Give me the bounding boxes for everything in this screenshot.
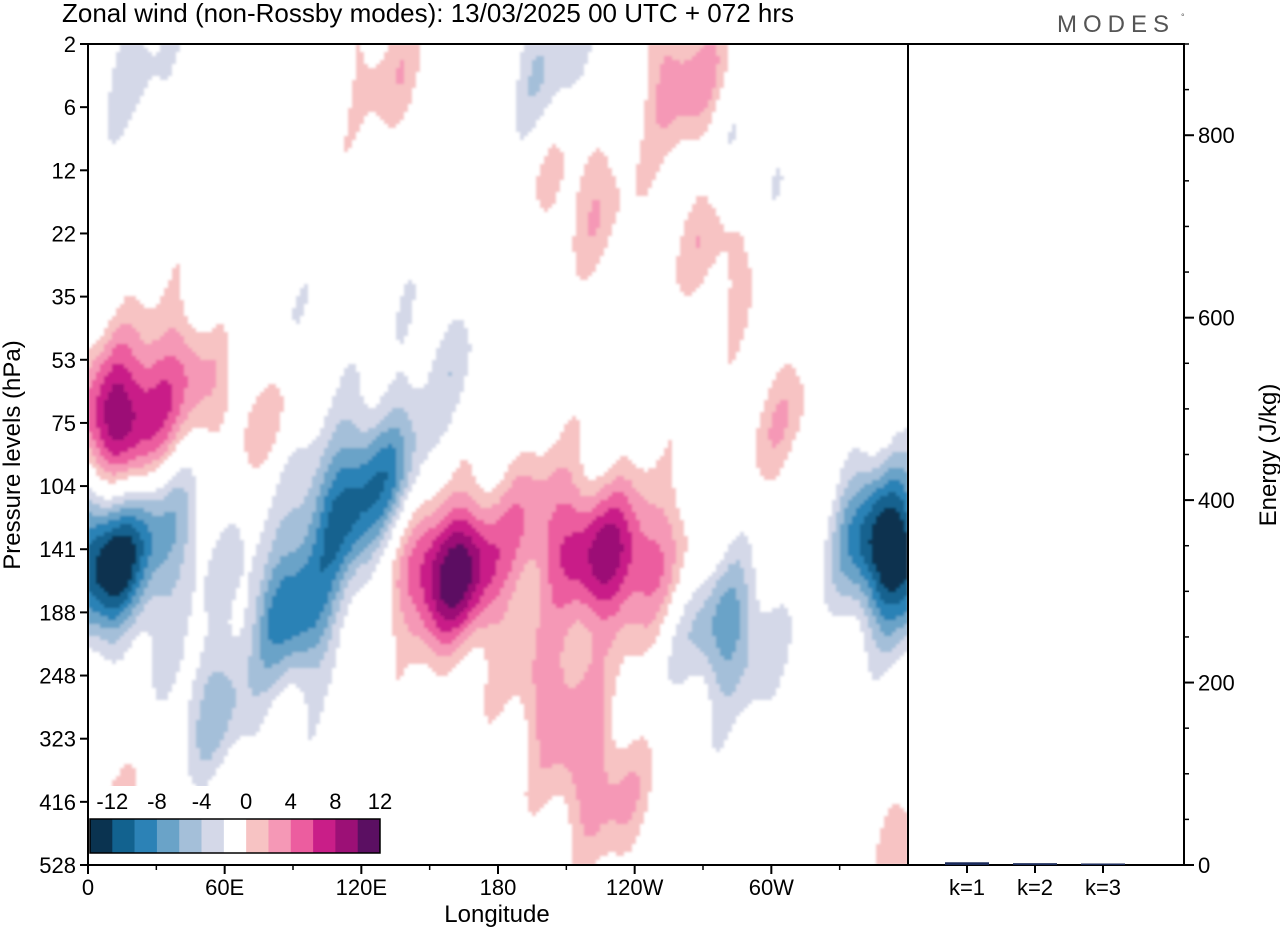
colorbar-swatch (179, 819, 202, 853)
y-tick-label: 35 (52, 285, 76, 310)
x-tick-label: 180 (480, 875, 517, 900)
colorbar-label: 4 (285, 789, 297, 814)
field-image (88, 44, 908, 865)
y-axis: 2 6 12 22 35 53 75 104 141 188 248 323 416 528 (39, 32, 88, 878)
colorbar-label: -12 (96, 789, 128, 814)
colorbar-swatch (223, 819, 247, 853)
colorbar-swatch (246, 819, 269, 853)
energy-tick-label: 800 (1198, 123, 1235, 148)
energy-bars: k=1 k=2 k=3 (945, 862, 1125, 900)
y-tick-label: 323 (39, 727, 76, 752)
y-tick-label: 248 (39, 664, 76, 689)
colorbar-swatch (335, 819, 358, 853)
y-tick-label: 75 (52, 411, 76, 436)
colorbar-label: 8 (329, 789, 341, 814)
x-tick-label: 120W (606, 875, 664, 900)
colorbar-swatch (134, 819, 158, 853)
y-tick-label: 2 (64, 32, 76, 57)
energy-bar (1013, 863, 1057, 865)
colorbar-swatch (112, 819, 135, 853)
colorbar-label: -8 (147, 789, 167, 814)
y-tick-label: 22 (52, 221, 76, 246)
energy-category-label: k=2 (1017, 875, 1053, 900)
x-tick-label: 60W (749, 875, 794, 900)
energy-tick-label: 600 (1198, 306, 1235, 331)
y-tick-label: 188 (39, 600, 76, 625)
colorbar-label: 12 (368, 789, 392, 814)
x-tick-label: 0 (82, 875, 94, 900)
zonal-wind-field (88, 44, 908, 865)
colorbar-swatch (156, 819, 180, 853)
x-tick-label: 60E (205, 875, 244, 900)
colorbar: -12 -8 -4 0 4 8 12 (89, 786, 397, 864)
x-axis: 0 60E 120E 180 120W 60W (82, 865, 841, 900)
colorbar-swatch (313, 819, 336, 853)
logo-registered-mark: ° (1181, 12, 1185, 22)
x-axis-title: Longitude (444, 901, 549, 928)
y-tick-label: 141 (39, 537, 76, 562)
energy-tick-label: 200 (1198, 671, 1235, 696)
colorbar-outline (89, 818, 381, 854)
colorbar-swatch (268, 819, 292, 853)
colorbar-swatch (201, 819, 225, 853)
y-axis-title: Pressure levels (hPa) (0, 340, 26, 569)
y-tick-label: 53 (52, 348, 76, 373)
colorbar-label: 0 (240, 789, 252, 814)
y-tick-label: 12 (52, 158, 76, 183)
energy-category-label: k=3 (1085, 875, 1121, 900)
energy-category-label: k=1 (949, 875, 985, 900)
colorbar-swatch (290, 819, 314, 853)
energy-panel-frame (907, 43, 1185, 866)
energy-bar (1081, 863, 1125, 865)
energy-axis: 0 200 400 600 800 (1184, 43, 1235, 878)
energy-tick-label: 0 (1198, 853, 1210, 878)
y-tick-label: 528 (39, 853, 76, 878)
energy-bar (945, 862, 989, 865)
colorbar-swatch (90, 819, 113, 853)
x-tick-label: 120E (336, 875, 387, 900)
y-tick-label: 416 (39, 790, 76, 815)
y-tick-label: 104 (39, 474, 76, 499)
modes-logo: MODES (1057, 11, 1175, 38)
energy-tick-label: 400 (1198, 488, 1235, 513)
energy-axis-title: Energy (J/kg) (1255, 384, 1280, 527)
y-tick-label: 6 (64, 95, 76, 120)
colorbar-swatch (357, 819, 381, 853)
chart-title: Zonal wind (non-Rossby modes): 13/03/202… (62, 0, 794, 28)
colorbar-label: -4 (192, 789, 212, 814)
